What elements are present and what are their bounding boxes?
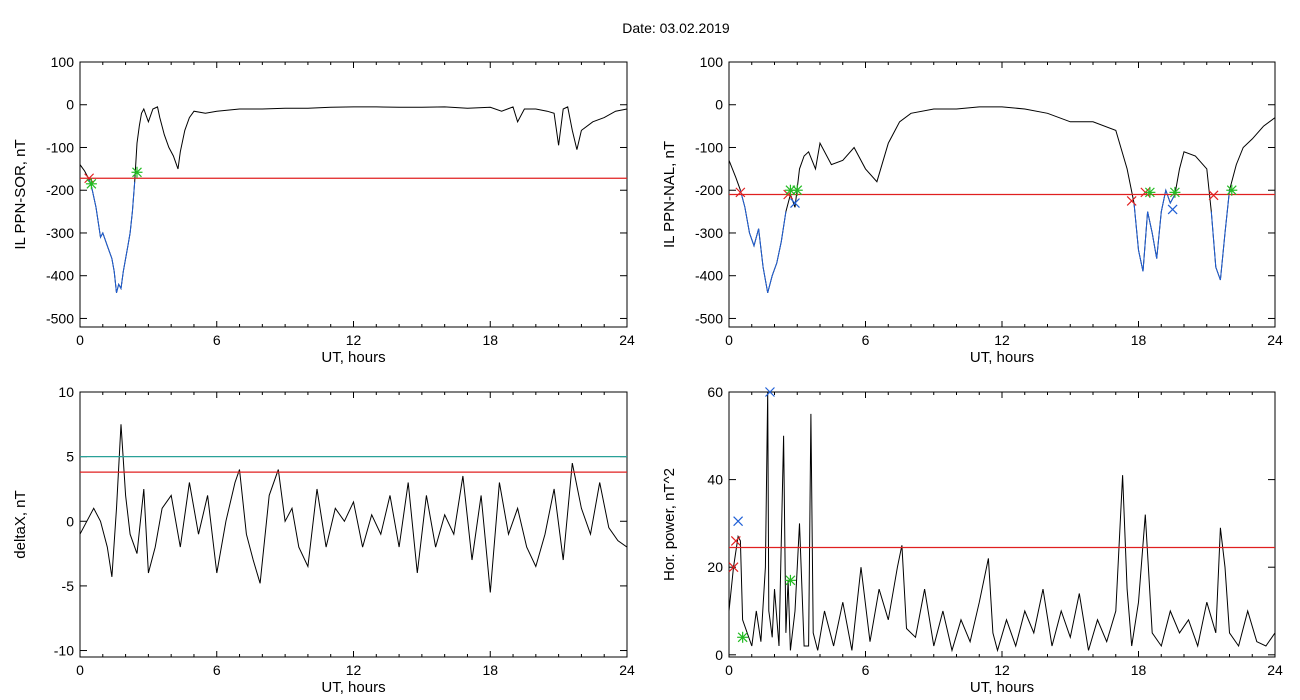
- x-tick-label: 6: [213, 332, 221, 348]
- x-axis-label: UT, hours: [970, 679, 1034, 696]
- star-marker: [791, 184, 803, 196]
- y-tick-label: 5: [66, 449, 74, 465]
- cross-marker: [730, 536, 741, 546]
- panel-hor-power: 0 6 12 18 24 60 40 20 0 UT, hours Hor. power, nT^2: [661, 384, 1283, 696]
- y-axis-label: IL PPN-NAL, nT: [661, 141, 678, 248]
- y-tick-label: -300: [46, 225, 74, 241]
- x-tick-label: 12: [994, 332, 1010, 348]
- cross-marker: [765, 387, 775, 397]
- figure-title: Date: 03.02.2019: [622, 20, 730, 36]
- cross-marker: [1167, 204, 1178, 215]
- cross-marker: [790, 198, 800, 208]
- x-tick-label: 24: [1267, 332, 1283, 348]
- x-tick-label: 0: [76, 332, 84, 348]
- series-line: [80, 106, 627, 293]
- x-tick-label: 18: [1131, 332, 1147, 348]
- y-tick-label: 0: [715, 97, 723, 113]
- star-marker: [1144, 186, 1156, 198]
- cross-marker: [728, 562, 739, 573]
- series-line: [80, 424, 627, 593]
- series-line: [729, 106, 1275, 293]
- x-tick-label: 0: [725, 662, 733, 678]
- plot-area: [80, 106, 627, 293]
- y-axis-label: IL PPN-SOR, nT: [12, 139, 29, 249]
- y-tick-label: 40: [707, 472, 723, 488]
- y-tick-label: -200: [46, 182, 74, 198]
- series-line: [729, 392, 1275, 653]
- y-tick-label: -5: [62, 578, 75, 594]
- x-tick-label: 12: [346, 332, 362, 348]
- y-tick-label: -100: [695, 139, 723, 155]
- y-tick-label: -10: [54, 643, 74, 659]
- panel-il-ppn-nal: 0 6 12 18 24 100 0 -100 -200 -300 -400 -500 UT, hour…: [661, 54, 1283, 366]
- x-tick-label: 0: [76, 662, 84, 678]
- cross-marker: [84, 173, 95, 184]
- y-tick-label: 0: [66, 97, 74, 113]
- cross-marker: [733, 516, 744, 527]
- y-tick-label: -100: [46, 139, 74, 155]
- plot-area: [80, 424, 627, 593]
- y-axis-label: deltaX, nT: [12, 490, 29, 558]
- y-tick-label: -500: [46, 310, 74, 326]
- x-tick-label: 18: [1131, 662, 1147, 678]
- star-marker: [1226, 184, 1238, 196]
- panel-deltax: 0 6 12 18 24 10 5 0 -5 -10 UT, hours deltaX, nT: [12, 384, 635, 696]
- y-tick-label: 100: [51, 54, 75, 70]
- x-axis-label: UT, hours: [321, 349, 385, 366]
- plot-frame: [79, 61, 628, 328]
- panel-il-ppn-sor: 0 6 12 18 24 100 0 -100 -200 -300 -400 -500 UT, hour…: [12, 54, 635, 366]
- x-tick-label: 6: [213, 662, 221, 678]
- star-marker: [737, 631, 749, 643]
- x-tick-label: 6: [862, 332, 870, 348]
- series-line: [739, 190, 787, 293]
- plot-area: [729, 392, 1275, 653]
- y-tick-label: 100: [700, 54, 724, 70]
- cross-marker: [735, 187, 746, 198]
- series-line: [1133, 188, 1176, 272]
- series-line: [88, 179, 136, 293]
- x-tick-label: 24: [619, 662, 635, 678]
- x-tick-label: 18: [482, 662, 498, 678]
- star-marker: [131, 166, 143, 178]
- cross-marker: [1208, 190, 1219, 201]
- y-tick-label: 20: [707, 559, 723, 575]
- y-tick-label: -400: [695, 268, 723, 284]
- y-axis-label: Hor. power, nT^2: [661, 468, 678, 581]
- x-tick-label: 0: [725, 332, 733, 348]
- y-tick-label: 60: [707, 384, 723, 400]
- y-tick-label: 0: [715, 647, 723, 663]
- x-axis-label: UT, hours: [970, 349, 1034, 366]
- x-tick-label: 24: [1267, 662, 1283, 678]
- y-tick-label: -300: [695, 225, 723, 241]
- y-tick-label: 0: [66, 513, 74, 529]
- x-tick-label: 12: [346, 662, 362, 678]
- x-axis-label: UT, hours: [321, 679, 385, 696]
- y-tick-label: -400: [46, 268, 74, 284]
- x-tick-label: 12: [994, 662, 1010, 678]
- x-tick-label: 6: [862, 662, 870, 678]
- star-marker: [85, 178, 97, 190]
- star-marker: [784, 574, 796, 586]
- x-tick-label: 18: [482, 332, 498, 348]
- y-tick-label: 10: [58, 384, 74, 400]
- x-tick-label: 24: [619, 332, 635, 348]
- star-marker: [1169, 186, 1181, 198]
- y-tick-label: -200: [695, 182, 723, 198]
- plot-area: [729, 106, 1275, 293]
- cross-marker: [1126, 195, 1137, 206]
- plot-frame: [79, 391, 628, 658]
- y-tick-label: -500: [695, 310, 723, 326]
- series-line: [1210, 190, 1230, 281]
